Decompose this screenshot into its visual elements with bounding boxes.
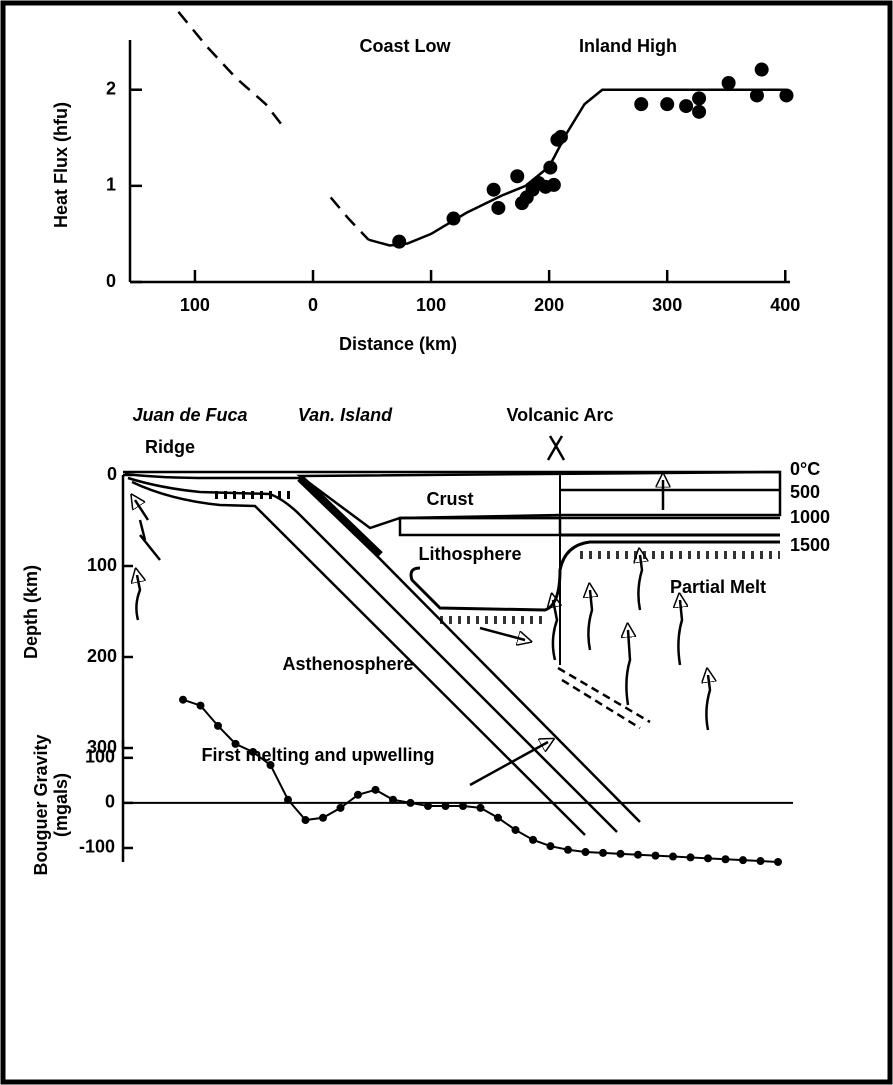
data-point <box>407 799 415 807</box>
data-point <box>354 791 362 799</box>
data-point <box>755 63 769 77</box>
data-point <box>660 97 674 111</box>
annotation: Inland High <box>579 36 677 56</box>
fit-curve <box>331 197 369 239</box>
label: Juan de Fuca <box>132 405 247 425</box>
y-axis-label: Depth (km) <box>21 565 41 659</box>
data-point <box>424 802 432 810</box>
data-point <box>750 88 764 102</box>
data-point <box>232 740 240 748</box>
y-axis-label: Bouguer Gravity <box>31 734 51 875</box>
data-point <box>459 802 467 810</box>
data-point <box>442 802 450 810</box>
label: Partial Melt <box>670 577 766 597</box>
data-point <box>512 826 520 834</box>
data-point <box>389 796 397 804</box>
data-point <box>634 97 648 111</box>
x-tick-label: 300 <box>652 295 682 315</box>
figure: 1000100200300400012Distance (km)Heat Flu… <box>0 0 893 1085</box>
data-point <box>547 178 561 192</box>
data-point <box>779 88 793 102</box>
isotherm-label: 1500 <box>790 535 830 555</box>
y-tick-label: 1 <box>106 175 116 195</box>
isotherm-label: 0°C <box>790 459 820 479</box>
data-point <box>669 853 677 861</box>
data-point <box>302 816 310 824</box>
y-tick-label: 200 <box>87 646 117 666</box>
x-tick-label: 200 <box>534 295 564 315</box>
data-point <box>692 105 706 119</box>
y-axis-label: Heat Flux (hfu) <box>51 102 71 228</box>
label: Volcanic Arc <box>506 405 613 425</box>
data-point <box>599 849 607 857</box>
data-point <box>652 852 660 860</box>
data-point <box>337 804 345 812</box>
data-point <box>547 842 555 850</box>
x-tick-label: 400 <box>770 295 800 315</box>
x-tick-label: 100 <box>180 295 210 315</box>
label: Crust <box>426 489 473 509</box>
isotherm-label: 1000 <box>790 507 830 527</box>
x-tick-label: 0 <box>308 295 318 315</box>
data-point <box>757 857 765 865</box>
data-point <box>491 201 505 215</box>
page: 1000100200300400012Distance (km)Heat Flu… <box>0 0 893 1085</box>
isotherm-label: 500 <box>790 482 820 502</box>
data-point <box>582 848 590 856</box>
data-point <box>722 76 736 90</box>
data-point <box>774 858 782 866</box>
y-tick-label: 100 <box>87 555 117 575</box>
fit-curve <box>178 12 285 130</box>
data-point <box>543 161 557 175</box>
data-point <box>617 850 625 858</box>
data-point <box>510 169 524 183</box>
data-point <box>392 235 406 249</box>
data-point <box>179 696 187 704</box>
data-point <box>554 130 568 144</box>
data-point <box>372 786 380 794</box>
y-tick-label: 0 <box>106 271 116 291</box>
x-axis-label: Distance (km) <box>339 334 457 354</box>
y-tick-label: 2 <box>106 78 116 98</box>
data-point <box>284 796 292 804</box>
data-point <box>249 748 257 756</box>
data-point <box>197 702 205 710</box>
annotation: Coast Low <box>359 36 451 56</box>
y-tick-label: 0 <box>105 792 115 812</box>
label: Lithosphere <box>418 544 521 564</box>
data-point <box>564 846 572 854</box>
data-point <box>722 855 730 863</box>
data-point <box>447 212 461 226</box>
data-point <box>214 722 222 730</box>
y-tick-label: 100 <box>85 747 115 767</box>
y-tick-label: -100 <box>79 837 115 857</box>
gravity-line <box>183 700 778 862</box>
data-point <box>704 854 712 862</box>
label: Van. Island <box>298 405 393 425</box>
label: Asthenosphere <box>282 654 413 674</box>
y-tick-label: 0 <box>107 464 117 484</box>
data-point <box>692 91 706 105</box>
data-point <box>319 814 327 822</box>
data-point <box>634 851 642 859</box>
data-point <box>687 853 695 861</box>
data-point <box>477 804 485 812</box>
data-point <box>679 99 693 113</box>
label: Ridge <box>145 437 195 457</box>
data-point <box>494 814 502 822</box>
data-point <box>739 856 747 864</box>
data-point <box>487 183 501 197</box>
fit-curve <box>368 90 785 246</box>
data-point <box>267 761 275 769</box>
data-point <box>529 836 537 844</box>
x-tick-label: 100 <box>416 295 446 315</box>
y-axis-label: (mgals) <box>51 773 71 837</box>
